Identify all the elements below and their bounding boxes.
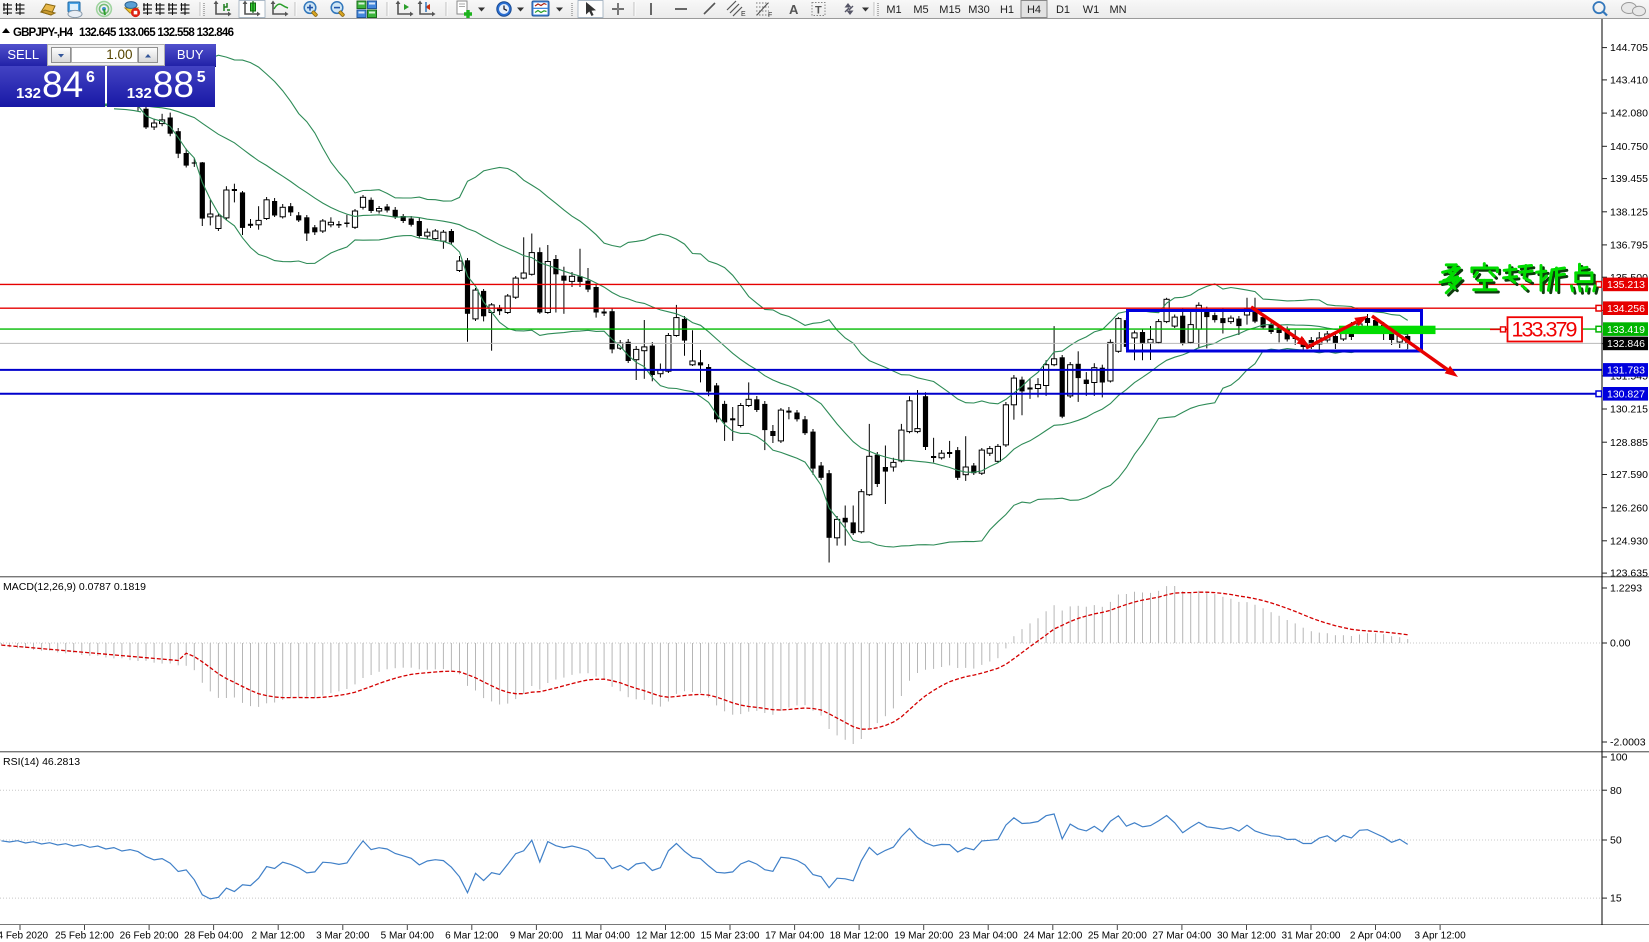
svg-text:H4: H4 — [1027, 4, 1041, 16]
svg-text:M5: M5 — [913, 4, 928, 16]
svg-text:133.379: 133.379 — [1512, 318, 1578, 342]
svg-text:27 Mar 04:00: 27 Mar 04:00 — [1152, 931, 1211, 942]
svg-text:143.410: 143.410 — [1610, 75, 1648, 87]
svg-text:H1: H1 — [1000, 4, 1014, 16]
svg-text:127.590: 127.590 — [1610, 469, 1648, 481]
svg-text:3 Apr 12:00: 3 Apr 12:00 — [1415, 931, 1467, 942]
svg-text:9 Mar 20:00: 9 Mar 20:00 — [510, 931, 564, 942]
svg-text:132.645 133.065 132.558 132.84: 132.645 133.065 132.558 132.846 — [79, 27, 234, 39]
svg-text:142.080: 142.080 — [1610, 108, 1648, 120]
svg-text:M15: M15 — [939, 4, 960, 16]
svg-text:12 Mar 12:00: 12 Mar 12:00 — [636, 931, 695, 942]
svg-text:144.705: 144.705 — [1610, 42, 1648, 54]
svg-text:D1: D1 — [1056, 4, 1070, 16]
svg-text:15 Mar 23:00: 15 Mar 23:00 — [701, 931, 760, 942]
svg-text:130.215: 130.215 — [1610, 404, 1648, 416]
svg-text:26 Feb 20:00: 26 Feb 20:00 — [120, 931, 179, 942]
svg-text:2 Mar 12:00: 2 Mar 12:00 — [252, 931, 306, 942]
svg-text:M1: M1 — [886, 4, 901, 16]
svg-text:133.419: 133.419 — [1607, 324, 1645, 336]
svg-text:130.827: 130.827 — [1607, 389, 1645, 401]
svg-text:132.846: 132.846 — [1607, 338, 1645, 350]
svg-text:6 Mar 12:00: 6 Mar 12:00 — [445, 931, 499, 942]
svg-text:128.885: 128.885 — [1610, 437, 1648, 449]
svg-text:0.00: 0.00 — [1610, 638, 1631, 650]
svg-text:M30: M30 — [968, 4, 989, 16]
svg-text:23 Mar 04:00: 23 Mar 04:00 — [959, 931, 1018, 942]
svg-text:2 Apr 04:00: 2 Apr 04:00 — [1350, 931, 1402, 942]
svg-text:138.125: 138.125 — [1610, 206, 1648, 218]
svg-text:31 Mar 20:00: 31 Mar 20:00 — [1282, 931, 1341, 942]
svg-text:15: 15 — [1610, 893, 1622, 905]
svg-text:24 Feb 2020: 24 Feb 2020 — [0, 931, 49, 942]
svg-text:25 Mar 20:00: 25 Mar 20:00 — [1088, 931, 1147, 942]
svg-text:GBPJPY-,H4: GBPJPY-,H4 — [13, 27, 74, 39]
svg-text:140.750: 140.750 — [1610, 141, 1648, 153]
svg-text:80: 80 — [1610, 785, 1622, 797]
svg-text:50: 50 — [1610, 835, 1622, 847]
svg-text:131.783: 131.783 — [1607, 365, 1645, 377]
svg-text:F: F — [768, 12, 772, 18]
svg-text:135.213: 135.213 — [1607, 279, 1645, 291]
svg-text:MACD(12,26,9) 0.0787 0.1819: MACD(12,26,9) 0.0787 0.1819 — [3, 581, 146, 593]
svg-text:18 Mar 12:00: 18 Mar 12:00 — [830, 931, 889, 942]
svg-text:19 Mar 20:00: 19 Mar 20:00 — [894, 931, 953, 942]
svg-text:139.455: 139.455 — [1610, 173, 1648, 185]
svg-text:MN: MN — [1109, 4, 1126, 16]
svg-text:123.635: 123.635 — [1610, 568, 1648, 580]
svg-text:17 Mar 04:00: 17 Mar 04:00 — [765, 931, 824, 942]
svg-text:1.2293: 1.2293 — [1610, 583, 1642, 595]
svg-text:136.795: 136.795 — [1610, 240, 1648, 252]
svg-text:30 Mar 12:00: 30 Mar 12:00 — [1217, 931, 1276, 942]
svg-text:RSI(14) 46.2813: RSI(14) 46.2813 — [3, 756, 80, 768]
svg-text:E: E — [741, 11, 746, 18]
svg-text:W1: W1 — [1083, 4, 1100, 16]
svg-text:126.260: 126.260 — [1610, 502, 1648, 514]
svg-text:100: 100 — [1610, 752, 1628, 764]
svg-text:25 Feb 12:00: 25 Feb 12:00 — [55, 931, 114, 942]
svg-text:11 Mar 04:00: 11 Mar 04:00 — [572, 931, 631, 942]
svg-text:3 Mar 20:00: 3 Mar 20:00 — [316, 931, 370, 942]
svg-text:124.930: 124.930 — [1610, 535, 1648, 547]
svg-text:28 Feb 04:00: 28 Feb 04:00 — [184, 931, 243, 942]
svg-text:A: A — [789, 2, 799, 17]
svg-text:24 Mar 12:00: 24 Mar 12:00 — [1023, 931, 1082, 942]
svg-text:-2.0003: -2.0003 — [1610, 737, 1646, 749]
svg-text:134.256: 134.256 — [1607, 303, 1645, 315]
svg-text:T: T — [815, 5, 822, 17]
svg-text:5 Mar 04:00: 5 Mar 04:00 — [381, 931, 435, 942]
